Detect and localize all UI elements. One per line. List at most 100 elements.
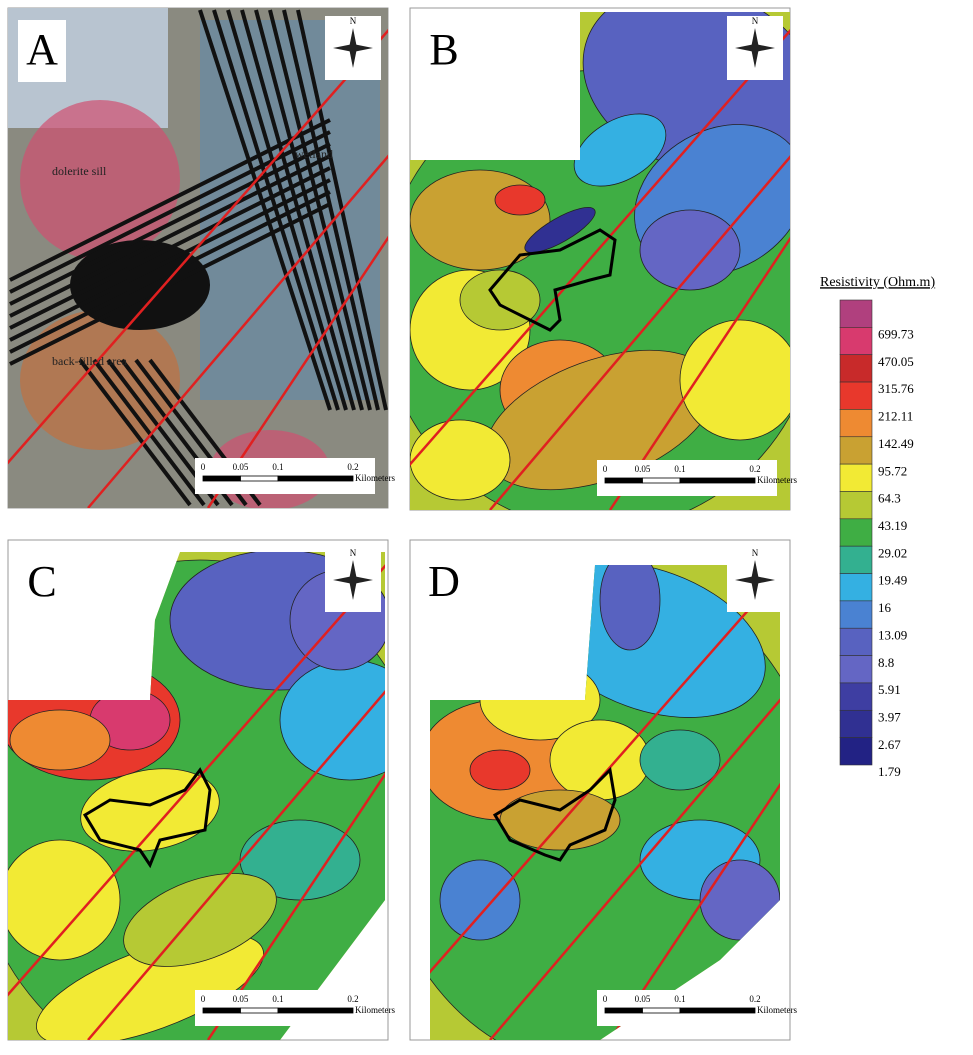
fault-line (8, 28, 388, 465)
compass-rose (333, 576, 373, 584)
compass-north: N (350, 548, 357, 558)
back-filled-area (20, 310, 180, 450)
legend-swatch (839, 409, 873, 438)
compass-rose (333, 44, 373, 52)
fault-line (489, 664, 780, 1040)
compass-rose (735, 576, 775, 584)
resistivity-zone (699, 859, 780, 941)
legend-swatch (839, 600, 873, 629)
letter-box (420, 552, 468, 614)
letter-box (18, 20, 66, 82)
scale-tick-label: 0 (201, 994, 206, 1004)
letter-box (18, 552, 66, 614)
legend-swatch (839, 655, 873, 684)
legend-label: 212.11 (878, 409, 913, 424)
panel-letter: D (428, 557, 460, 606)
legend-label: 315.76 (878, 381, 914, 396)
legend-label: 699.73 (878, 327, 914, 342)
scale-tick-label: 0.2 (347, 462, 358, 472)
legend-swatch (839, 436, 873, 465)
legend-label: 95.72 (878, 463, 907, 478)
resistivity-zone (494, 184, 546, 216)
resistivity-zone (499, 789, 621, 851)
resistivity-zone (639, 209, 741, 291)
survey-line (9, 190, 331, 354)
compass-rose (735, 44, 775, 52)
scale-tick-label: 0.1 (674, 994, 685, 1004)
resistivity-zone (279, 659, 385, 781)
legend-label: 142.49 (878, 436, 914, 451)
legend-swatch (839, 299, 873, 328)
scale-segment (202, 475, 241, 482)
legend-label: 64.3 (878, 491, 901, 506)
legend-swatch (839, 491, 873, 520)
resistivity-zone (599, 565, 661, 651)
survey-line (9, 118, 331, 282)
survey-line (9, 178, 331, 342)
legend-label: 13.09 (878, 627, 907, 642)
fault-line (8, 552, 385, 1040)
scale-tick-label: 0.1 (272, 994, 283, 1004)
survey-line (198, 9, 332, 411)
legend-swatch (839, 381, 873, 410)
panel-letter: C (27, 557, 56, 606)
scale-tick-label: 0.2 (749, 994, 760, 1004)
legend-swatch (839, 545, 873, 574)
scale-unit: Kilometers (757, 1005, 797, 1015)
scale-tick-label: 0.05 (233, 462, 249, 472)
fault-line (608, 208, 790, 510)
scale-segment (642, 1007, 681, 1014)
scale-tick-label: 0.2 (347, 994, 358, 1004)
fault-line (87, 664, 385, 1040)
fault-line (87, 154, 388, 508)
fault-line (489, 132, 790, 510)
survey-line (9, 154, 331, 318)
survey-line (78, 358, 192, 507)
legend-label: 19.49 (878, 573, 907, 588)
scale-segment (642, 477, 681, 484)
map-annotation: wetland (295, 147, 333, 161)
survey-line (9, 166, 331, 330)
scale-segment (604, 1007, 643, 1014)
legend-label: 8.8 (878, 655, 894, 670)
resistivity-zone (123, 873, 277, 967)
scale-unit: Kilometers (757, 475, 797, 485)
scale-segment (679, 477, 756, 484)
legend-swatch (839, 627, 873, 656)
scale-tick-label: 0.1 (272, 462, 283, 472)
survey-line (254, 9, 364, 411)
legend-label: 29.02 (878, 545, 907, 560)
pit-outline (492, 766, 617, 862)
scale-segment (679, 1007, 756, 1014)
panel-letter: A (26, 25, 58, 74)
legend-swatch (839, 709, 873, 738)
survey-line (9, 142, 331, 306)
scale-segment (277, 1007, 354, 1014)
scale-segment (240, 475, 279, 482)
legend-swatch (839, 463, 873, 492)
legend-swatch (839, 573, 873, 602)
legend-label: 5.91 (878, 682, 901, 697)
compass-north: N (752, 548, 759, 558)
map (8, 8, 388, 508)
resistivity-zone (679, 319, 790, 441)
survey-line (282, 9, 380, 411)
map-annotation: back-filled area (52, 354, 128, 368)
dolerite-sill (20, 100, 180, 260)
scale-tick-label: 0.1 (674, 464, 685, 474)
resistivity-zone (439, 859, 521, 941)
scale-tick-label: 0.05 (635, 994, 651, 1004)
legend-label: 43.19 (878, 518, 907, 533)
legend-label: 3.97 (878, 709, 901, 724)
legend-label: 1.79 (878, 764, 901, 779)
legend-swatch (839, 518, 873, 547)
legend-swatch (839, 737, 873, 766)
resistivity-zone (8, 839, 121, 961)
scale-segment (202, 1007, 241, 1014)
compass-north: N (350, 16, 357, 26)
scale-tick-label: 0.05 (233, 994, 249, 1004)
legend-label: 470.05 (878, 354, 914, 369)
resistivity-zone (524, 207, 596, 253)
legend-swatch (839, 327, 873, 356)
